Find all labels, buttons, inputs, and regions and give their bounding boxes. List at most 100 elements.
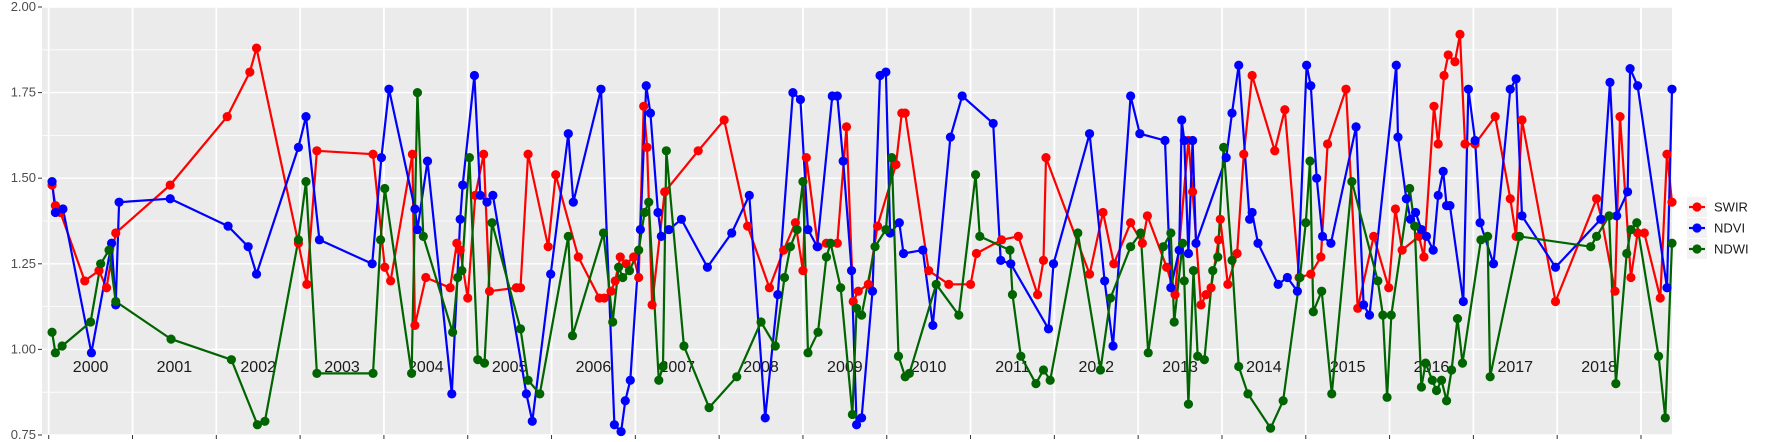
data-point-ndwi: [1660, 413, 1670, 423]
data-point-ndvi: [1317, 231, 1328, 242]
data-point-ndwi: [1188, 266, 1199, 276]
year-label: 2015: [1330, 359, 1366, 376]
data-point-ndvi: [620, 396, 630, 406]
data-point-ndvi: [447, 389, 457, 399]
data-point-ndvi: [412, 224, 423, 235]
data-point-swir: [1126, 218, 1136, 228]
data-point-ndvi: [243, 242, 253, 252]
data-point-swir: [1369, 231, 1379, 242]
data-point-swir: [1390, 204, 1401, 214]
data-point-swir: [764, 283, 775, 293]
data-point-ndwi: [166, 334, 176, 344]
data-point-ndvi: [1605, 77, 1615, 87]
data-point-ndvi: [656, 231, 666, 242]
year-label: 2017: [1497, 359, 1533, 376]
year-label: 2016: [1414, 359, 1450, 376]
data-point-ndvi: [1048, 259, 1059, 269]
data-point-swir: [801, 153, 811, 163]
data-point-ndvi: [1458, 296, 1468, 307]
data-point-ndwi: [487, 218, 497, 228]
data-point-ndwi: [1327, 389, 1337, 399]
data-point-ndwi: [847, 409, 857, 420]
data-point-ndvi: [881, 67, 891, 77]
legend-label: NDVI: [1714, 221, 1745, 236]
data-point-ndwi: [1295, 272, 1305, 283]
data-point-ndwi: [732, 372, 742, 382]
data-point-ndvi: [458, 180, 468, 190]
data-point-swir: [599, 293, 609, 303]
data-point-ndwi: [301, 177, 311, 187]
data-point-swir: [621, 259, 631, 269]
data-point-swir: [1662, 149, 1672, 159]
data-point-ndwi: [312, 368, 322, 378]
data-point-swir: [1032, 290, 1043, 300]
data-point-swir: [634, 272, 644, 283]
data-point-ndwi: [608, 317, 618, 327]
data-point-ndwi: [624, 266, 635, 276]
data-point-ndwi: [1347, 177, 1357, 187]
data-point-ndwi: [644, 197, 654, 207]
data-point-swir: [996, 235, 1007, 245]
data-point-ndwi: [1305, 156, 1315, 166]
data-point-swir: [573, 252, 583, 262]
data-point-ndwi: [1219, 142, 1229, 152]
data-point-swir: [368, 149, 378, 159]
data-point-ndvi: [773, 290, 783, 300]
data-point-ndwi: [1667, 238, 1677, 248]
data-point-ndwi: [756, 317, 766, 327]
data-point-ndvi: [58, 204, 68, 214]
data-point-ndvi: [376, 153, 387, 163]
data-point-ndvi: [616, 426, 626, 437]
data-point-ndvi: [1183, 248, 1194, 259]
year-label: 2009: [827, 359, 863, 376]
data-point-ndvi: [1100, 276, 1110, 286]
year-label: 2010: [911, 359, 947, 376]
y-tick-label: 1.75: [11, 85, 36, 100]
data-point-swir: [1450, 57, 1460, 67]
data-point-ndvi: [1292, 286, 1302, 296]
data-point-swir: [629, 252, 639, 262]
data-point-ndvi: [1391, 60, 1401, 70]
data-point-ndvi: [727, 228, 737, 238]
data-point-ndvi: [898, 248, 909, 259]
data-point-ndwi: [1169, 317, 1179, 327]
data-point-swir: [743, 221, 753, 231]
data-point-ndvi: [1273, 279, 1283, 289]
data-point-swir: [1137, 238, 1147, 248]
data-point-ndvi: [851, 420, 862, 430]
data-point-swir: [1239, 149, 1249, 159]
data-point-ndwi: [1213, 252, 1223, 262]
data-point-ndvi: [1445, 200, 1455, 211]
data-point-ndwi: [1431, 385, 1442, 396]
data-point-swir: [1084, 269, 1095, 279]
data-point-ndvi: [1428, 245, 1438, 255]
data-point-swir: [1455, 29, 1465, 39]
data-point-ndwi: [464, 153, 475, 163]
data-point-ndvi: [676, 214, 687, 224]
data-point-ndvi: [301, 111, 311, 122]
data-point-ndwi: [679, 341, 689, 351]
data-point-swir: [1098, 207, 1108, 218]
data-point-ndvi: [1227, 108, 1237, 118]
data-point-ndwi: [111, 296, 121, 307]
data-point-swir: [660, 187, 670, 197]
data-point-ndvi: [1326, 238, 1336, 248]
data-point-ndwi: [634, 245, 644, 255]
data-point-swir: [421, 272, 431, 283]
data-point-ndvi: [788, 88, 798, 98]
data-point-ndwi: [1514, 231, 1525, 242]
legend-key-point: [1692, 202, 1702, 212]
data-point-swir: [1433, 139, 1443, 149]
data-point-ndwi: [1591, 231, 1602, 242]
data-point-ndvi: [1234, 60, 1244, 70]
data-point-ndwi: [613, 262, 624, 272]
data-point-ndwi: [567, 331, 578, 341]
data-point-ndwi: [1382, 392, 1392, 402]
data-point-ndwi: [1265, 423, 1276, 433]
data-point-ndwi: [1007, 290, 1018, 300]
data-point-swir: [1196, 300, 1206, 310]
data-point-ndvi: [1312, 173, 1322, 183]
data-point-swir: [222, 111, 232, 122]
data-point-ndwi: [931, 279, 941, 289]
